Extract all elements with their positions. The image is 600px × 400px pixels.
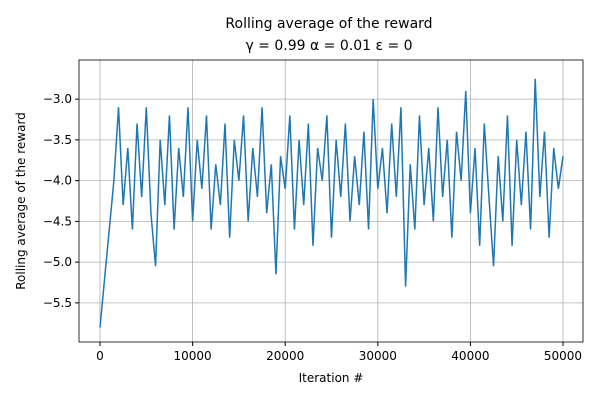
- x-tick-label: 10000: [174, 349, 212, 363]
- line: [99, 78, 564, 328]
- x-tick-label: 50000: [544, 349, 582, 363]
- x-tick-label: 20000: [266, 349, 304, 363]
- y-tick-label: −4.5: [43, 214, 72, 228]
- x-tick-label: 40000: [451, 349, 489, 363]
- chart-subtitle: γ = 0.99 α = 0.01 ε = 0: [245, 38, 412, 54]
- y-tick-label: −4.0: [43, 174, 72, 188]
- x-axis-label: Iteration #: [299, 371, 364, 385]
- y-tick-label: −5.0: [43, 255, 72, 269]
- y-axis-label: Rolling average of the reward: [14, 112, 28, 290]
- y-tick-label: −5.5: [43, 296, 72, 310]
- x-tick-label: 30000: [359, 349, 397, 363]
- y-tick-label: −3.5: [43, 133, 72, 147]
- chart-title: Rolling average of the reward: [225, 16, 432, 32]
- y-tick-label: −3.0: [43, 92, 72, 106]
- plot-frame: [78, 59, 584, 343]
- x-tick-label: 0: [96, 349, 104, 363]
